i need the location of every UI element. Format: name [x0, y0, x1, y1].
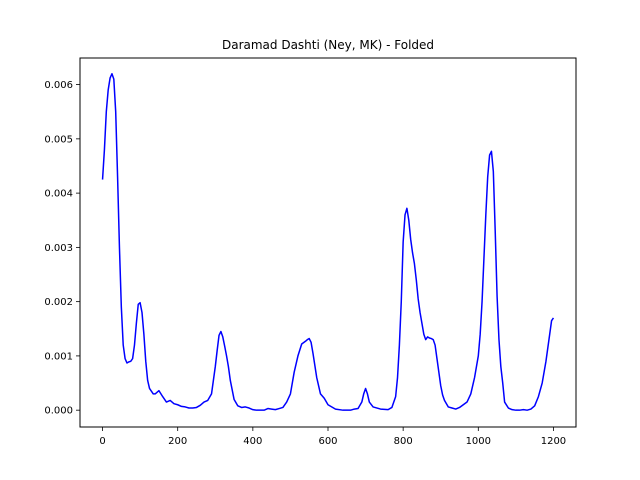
x-axis: 0 200 400 600 800 1000 1200: [99, 427, 566, 447]
x-tick-label: 0: [99, 436, 105, 447]
x-tick-label: 200: [168, 436, 187, 447]
x-tick-label: 1000: [466, 436, 491, 447]
y-tick-label: 0.002: [44, 297, 73, 308]
x-tick-label: 800: [394, 436, 413, 447]
x-tick-label: 600: [318, 436, 337, 447]
y-tick-label: 0.000: [44, 406, 73, 417]
y-tick-label: 0.005: [44, 134, 73, 145]
series-line-0: [101, 72, 555, 411]
plot-frame: [79, 57, 577, 428]
y-axis: 0.000 0.001 0.002 0.003 0.004 0.005 0.006: [44, 80, 80, 417]
y-tick-label: 0.006: [44, 80, 73, 91]
plot-area: [101, 72, 555, 411]
chart-title: Daramad Dashti (Ney, MK) - Folded: [222, 38, 434, 52]
y-tick-label: 0.003: [44, 243, 73, 254]
x-tick-label: 1200: [541, 436, 566, 447]
y-tick-label: 0.004: [44, 189, 73, 200]
x-tick-label: 400: [243, 436, 262, 447]
y-tick-label: 0.001: [44, 351, 73, 362]
